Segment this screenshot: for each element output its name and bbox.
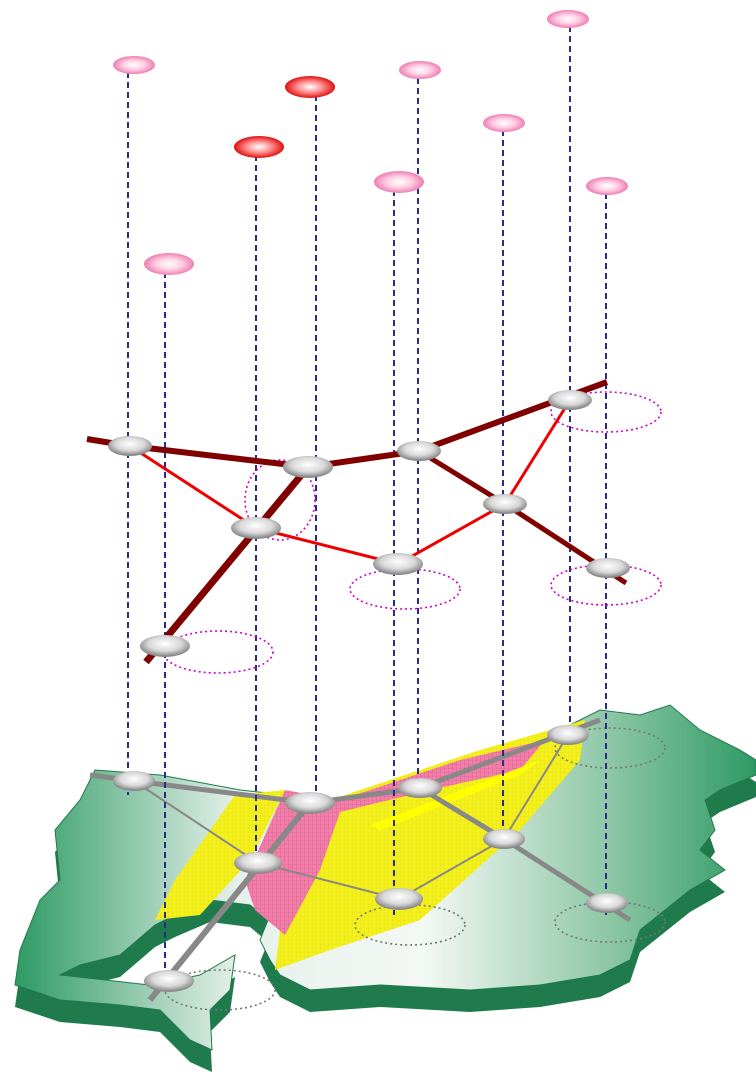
network-nodes: [108, 390, 630, 657]
network-links: [86, 379, 628, 665]
pink-region: [245, 740, 545, 935]
yellow-region: [275, 720, 585, 970]
yellow-region: [155, 790, 285, 920]
yellow-band: [370, 760, 540, 830]
projection-lines: [127, 26, 607, 990]
top-nodes: [113, 10, 628, 275]
map-nodes: [113, 725, 628, 992]
